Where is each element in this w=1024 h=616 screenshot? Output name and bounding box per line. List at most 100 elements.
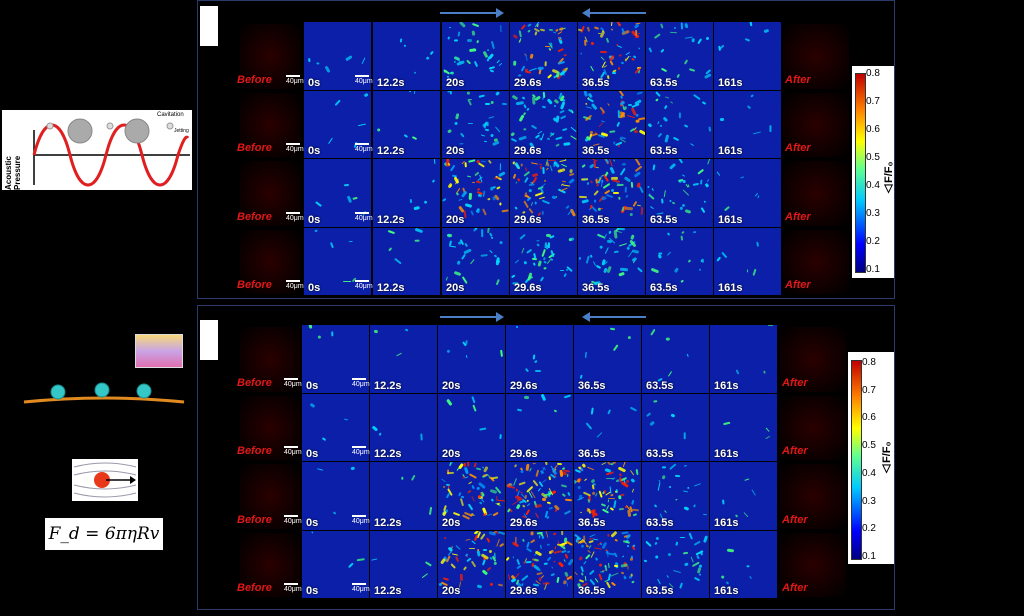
signal-speck [535,469,539,477]
signal-speck [534,191,543,197]
signal-speck [542,479,547,484]
bottom-fluorescence-tile: 20s [438,325,505,393]
signal-speck [343,280,351,282]
scale-bar: 40μm [352,583,370,593]
signal-speck [344,183,350,187]
time-label: 161s [714,516,739,529]
bottom-after-image [780,395,846,460]
signal-speck [684,22,689,29]
signal-speck [554,545,557,549]
signal-speck [467,490,472,494]
signal-speck [539,28,545,32]
signal-speck [702,513,707,516]
time-label: 36.5s [582,145,610,157]
signal-speck [522,505,526,509]
signal-speck [582,491,591,497]
signal-speck [722,499,725,505]
signal-speck [617,67,621,71]
time-label: 161s [714,379,739,392]
signal-speck [349,240,354,243]
colorbar-tick-label: 0.5 [866,152,880,163]
right-arrow-icon [440,12,496,14]
signal-speck [706,179,710,183]
signal-speck [654,98,659,103]
signal-speck [645,412,651,418]
signal-speck [600,56,605,61]
scale-bar: 40μm [355,143,373,153]
signal-speck [325,65,332,73]
colorbar-tick-label: 0.2 [866,236,880,247]
signal-speck [520,23,527,30]
colorbar-tick-label: 0.1 [866,264,880,275]
signal-speck [546,98,553,105]
signal-speck [499,163,501,170]
signal-speck [510,132,516,137]
signal-speck [458,463,464,470]
signal-speck [566,550,570,554]
signal-speck [533,252,537,259]
top-fluorescence-tile: 12.2s [373,90,440,158]
top-fluorescence-tile: 63.5s [646,227,713,295]
signal-speck [589,254,594,259]
signal-speck [486,48,490,52]
signal-speck [749,575,753,580]
signal-speck [334,99,342,107]
signal-speck [330,241,335,248]
signal-speck [308,325,313,330]
signal-speck [528,189,532,193]
signal-speck [351,466,356,471]
signal-speck [680,235,684,242]
signal-speck [490,236,494,240]
signal-speck [620,168,627,176]
signal-speck [400,476,404,479]
signal-speck [459,573,463,581]
signal-speck [620,95,624,99]
signal-speck [559,110,565,114]
signal-speck [638,129,645,136]
time-label: 20s [446,145,465,157]
signal-speck [672,136,680,142]
scale-bar: 40μm [284,446,302,456]
signal-speck [633,544,636,548]
signal-speck [557,47,564,53]
signal-speck [679,582,684,589]
top-before-label: Before [237,142,272,154]
signal-speck [551,566,554,569]
signal-speck [512,556,515,560]
signal-speck [618,196,621,200]
signal-speck [414,239,420,242]
signal-speck [454,270,462,276]
signal-speck [409,198,413,203]
top-fluorescence-tile: 63.5s [646,22,713,90]
signal-speck [746,565,750,568]
signal-speck [518,481,526,486]
signal-speck [640,207,644,216]
signal-speck [498,542,504,548]
top-fluorescence-tile: 36.5s [578,159,645,227]
signal-speck [558,561,565,568]
signal-speck [317,335,322,340]
signal-speck [579,511,583,514]
signal-speck [536,531,543,535]
signal-speck [489,66,496,70]
signal-speck [637,117,645,121]
signal-speck [580,565,585,573]
signal-speck [514,180,518,184]
time-label: 36.5s [578,379,606,392]
signal-speck [460,132,465,137]
signal-speck [532,262,536,267]
signal-speck [501,102,507,105]
signal-speck [605,193,614,199]
time-label: 29.6s [510,379,538,392]
time-label: 20s [446,76,465,89]
signal-speck [622,162,627,166]
bottom-fluorescence-tile: 20s [438,393,505,461]
time-label: 161s [718,76,743,89]
cavitation-label: Cavitation [157,112,184,118]
signal-speck [716,256,722,263]
signal-speck [446,398,453,406]
top-fluorescence-tile: 12.2s [373,159,440,227]
signal-speck [701,101,707,106]
signal-speck [496,59,500,64]
top-fluorescence-tile: 161s [714,22,781,90]
